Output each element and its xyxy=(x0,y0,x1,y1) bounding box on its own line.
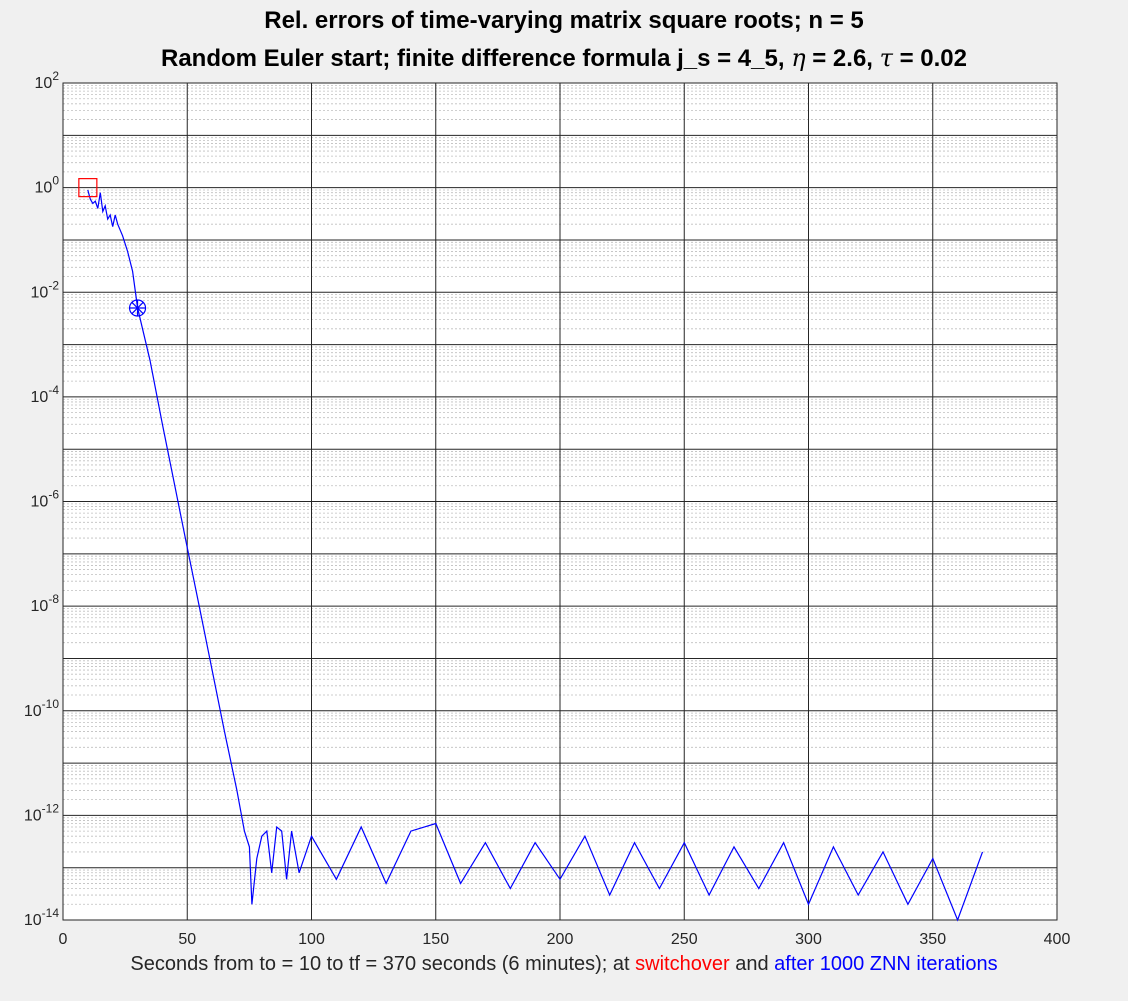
eta-symbol: η xyxy=(791,44,806,72)
y-tick-label: 102 xyxy=(35,69,60,92)
xlabel-switchover: switchover xyxy=(635,953,730,975)
after-iterations-marker xyxy=(128,299,147,317)
switchover-marker xyxy=(78,178,98,198)
x-tick-label: 150 xyxy=(422,931,449,948)
chart-title-line2: Random Euler start; finite difference fo… xyxy=(0,44,1128,73)
x-tick-label: 0 xyxy=(59,931,68,948)
markers xyxy=(78,178,147,317)
y-tick-label: 10-2 xyxy=(31,278,60,301)
x-tick-labels: 0 50 100 150 200 250 300 350 400 xyxy=(59,931,1071,948)
y-tick-label: 10-10 xyxy=(24,697,59,720)
y-tick-label: 10-6 xyxy=(31,488,60,511)
xlabel-after: after 1000 ZNN iterations xyxy=(774,953,998,975)
y-tick-label: 100 xyxy=(35,174,60,197)
x-axis-label: Seconds from to = 10 to tf = 370 seconds… xyxy=(0,953,1128,976)
y-tick-label: 10-8 xyxy=(31,592,60,615)
y-tick-label: 10-14 xyxy=(24,906,59,929)
y-tick-labels: 102 100 10-2 10-4 10-6 10-8 10-10 10-12 10-14 xyxy=(24,69,59,929)
tau-symbol: τ xyxy=(879,44,893,72)
x-tick-label: 350 xyxy=(919,931,946,948)
x-tick-label: 100 xyxy=(298,931,325,948)
series-line xyxy=(87,189,984,922)
x-tick-label: 50 xyxy=(178,931,196,948)
y-tick-label: 10-12 xyxy=(24,801,59,824)
x-tick-label: 300 xyxy=(795,931,822,948)
tau-value: = 0.02 xyxy=(899,45,967,72)
x-tick-label: 400 xyxy=(1044,931,1071,948)
chart-title-line1: Rel. errors of time-varying matrix squar… xyxy=(264,7,864,34)
xlabel-part2: and xyxy=(735,953,769,975)
x-tick-label: 250 xyxy=(671,931,698,948)
axes-box xyxy=(62,82,1058,921)
y-tick-label: 10-4 xyxy=(31,383,60,406)
title-prefix: Random Euler start; finite difference fo… xyxy=(161,45,785,72)
eta-value: = 2.6, xyxy=(812,45,873,72)
xlabel-part1: Seconds from to = 10 to tf = 370 seconds… xyxy=(130,953,630,975)
x-tick-label: 200 xyxy=(547,931,574,948)
